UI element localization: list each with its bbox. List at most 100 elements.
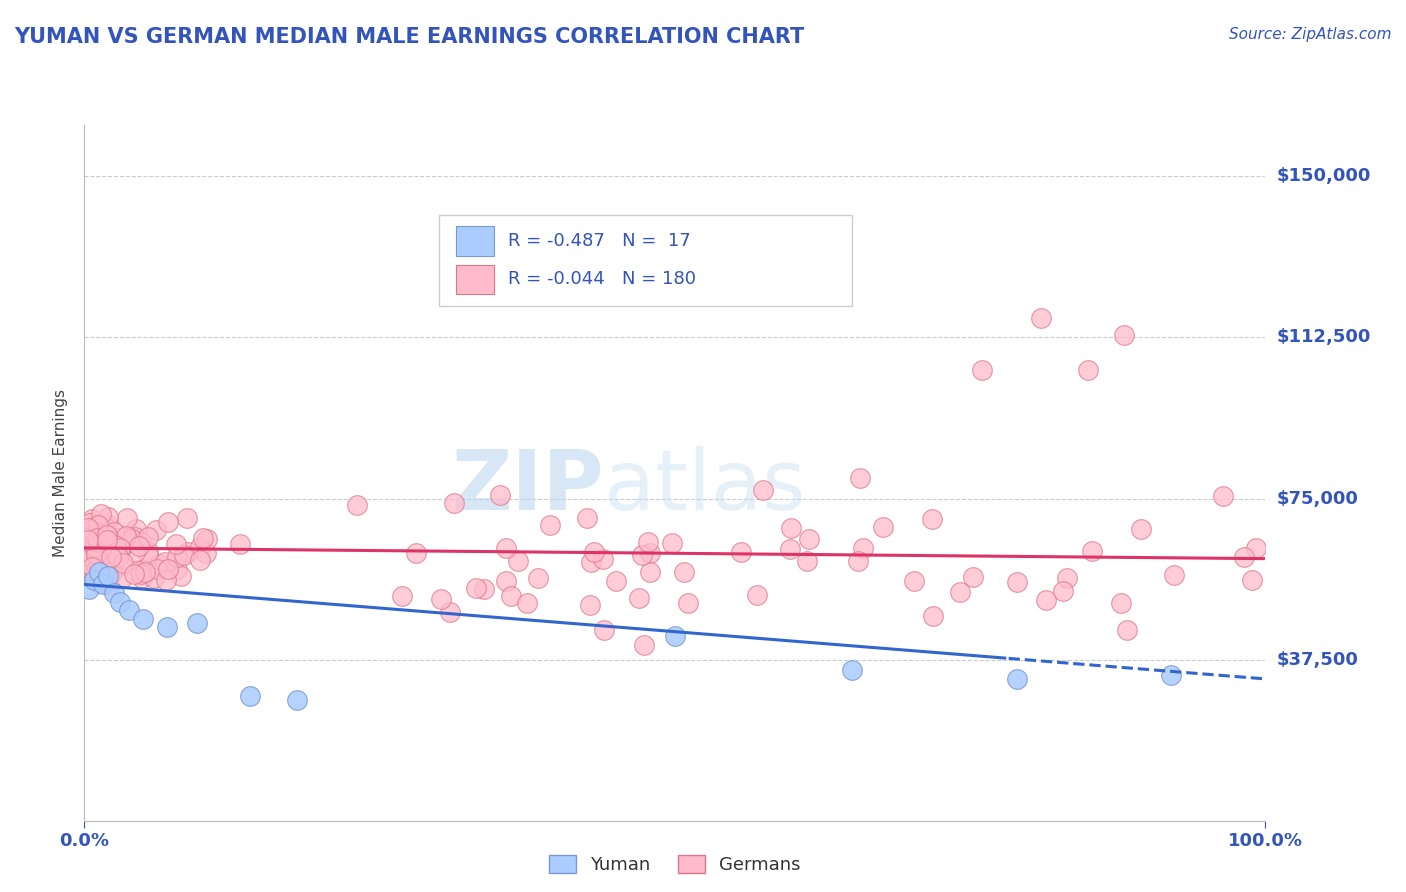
Point [90, 541, 112, 556]
Point [77, 561, 100, 575]
Point [77, 531, 100, 545]
Point [110, 541, 132, 555]
Text: R = -0.044   N = 180: R = -0.044 N = 180 [509, 270, 696, 288]
Point [627, 591, 650, 605]
Point [111, 571, 134, 585]
Point [89, 541, 111, 556]
Point [145, 523, 167, 537]
Point [1129, 522, 1152, 536]
Point [581, 555, 603, 569]
Point [124, 545, 146, 559]
Point [156, 515, 179, 529]
Point [87, 539, 110, 553]
Point [136, 531, 159, 545]
Point [79, 541, 101, 555]
Point [94, 541, 117, 556]
Point [122, 566, 145, 581]
Point [77, 535, 100, 549]
Point [1077, 362, 1099, 376]
Point [188, 553, 211, 567]
Point [637, 535, 659, 549]
Point [87, 565, 110, 579]
Point [87, 576, 110, 591]
Point [489, 488, 512, 502]
Point [83, 540, 105, 554]
Point [82, 531, 104, 545]
Point [191, 531, 214, 545]
Point [852, 541, 875, 556]
Point [96, 539, 118, 553]
Point [128, 539, 150, 553]
Point [638, 566, 661, 580]
Point [501, 590, 523, 604]
Point [439, 605, 461, 619]
Point [80, 570, 103, 584]
Point [103, 525, 125, 540]
Point [93, 548, 115, 562]
Point [1112, 328, 1135, 343]
Point [673, 565, 696, 579]
Point [841, 663, 863, 677]
Point [633, 638, 655, 652]
Text: ZIP: ZIP [451, 446, 605, 527]
FancyBboxPatch shape [457, 265, 494, 294]
Point [962, 570, 984, 584]
Point [165, 537, 187, 551]
Point [1115, 623, 1137, 637]
Point [77, 521, 100, 535]
Point [155, 573, 177, 587]
Point [124, 530, 146, 544]
Y-axis label: Median Male Earnings: Median Male Earnings [53, 389, 69, 557]
Point [97, 569, 120, 583]
Point [105, 531, 128, 545]
Point [1212, 489, 1234, 503]
Point [582, 544, 605, 558]
Point [103, 552, 125, 566]
Point [730, 545, 752, 559]
Point [176, 511, 198, 525]
Point [1111, 596, 1133, 610]
Point [115, 529, 138, 543]
Point [77, 529, 100, 543]
Point [229, 536, 252, 550]
Point [849, 471, 872, 485]
Point [745, 588, 768, 602]
Point [97, 574, 120, 588]
Point [166, 562, 188, 576]
Point [797, 532, 820, 546]
Point [79, 516, 101, 531]
Point [631, 548, 654, 562]
Point [1029, 311, 1052, 326]
Point [796, 554, 818, 568]
Point [186, 616, 208, 631]
Point [129, 534, 152, 549]
Point [239, 689, 262, 703]
Point [98, 533, 121, 547]
Text: YUMAN VS GERMAN MEDIAN MALE EARNINGS CORRELATION CHART: YUMAN VS GERMAN MEDIAN MALE EARNINGS COR… [14, 27, 804, 46]
Point [96, 528, 118, 542]
Point [197, 532, 219, 546]
Point [108, 541, 131, 555]
Point [156, 562, 179, 576]
Point [153, 555, 176, 569]
Legend: Yuman, Germans: Yuman, Germans [541, 847, 808, 881]
Text: R = -0.487   N =  17: R = -0.487 N = 17 [509, 232, 692, 250]
Point [872, 520, 894, 534]
Point [508, 554, 530, 568]
Point [90, 573, 112, 587]
Point [472, 582, 495, 597]
Point [443, 495, 465, 509]
Point [77, 534, 100, 549]
Point [173, 549, 195, 563]
Point [405, 545, 427, 559]
Point [110, 558, 132, 573]
Point [112, 556, 135, 570]
Text: atlas: atlas [605, 446, 806, 527]
Point [105, 533, 128, 548]
Point [91, 516, 114, 531]
Point [100, 565, 122, 579]
Point [91, 577, 114, 591]
Point [391, 589, 413, 603]
Point [97, 510, 120, 524]
Point [77, 582, 100, 596]
